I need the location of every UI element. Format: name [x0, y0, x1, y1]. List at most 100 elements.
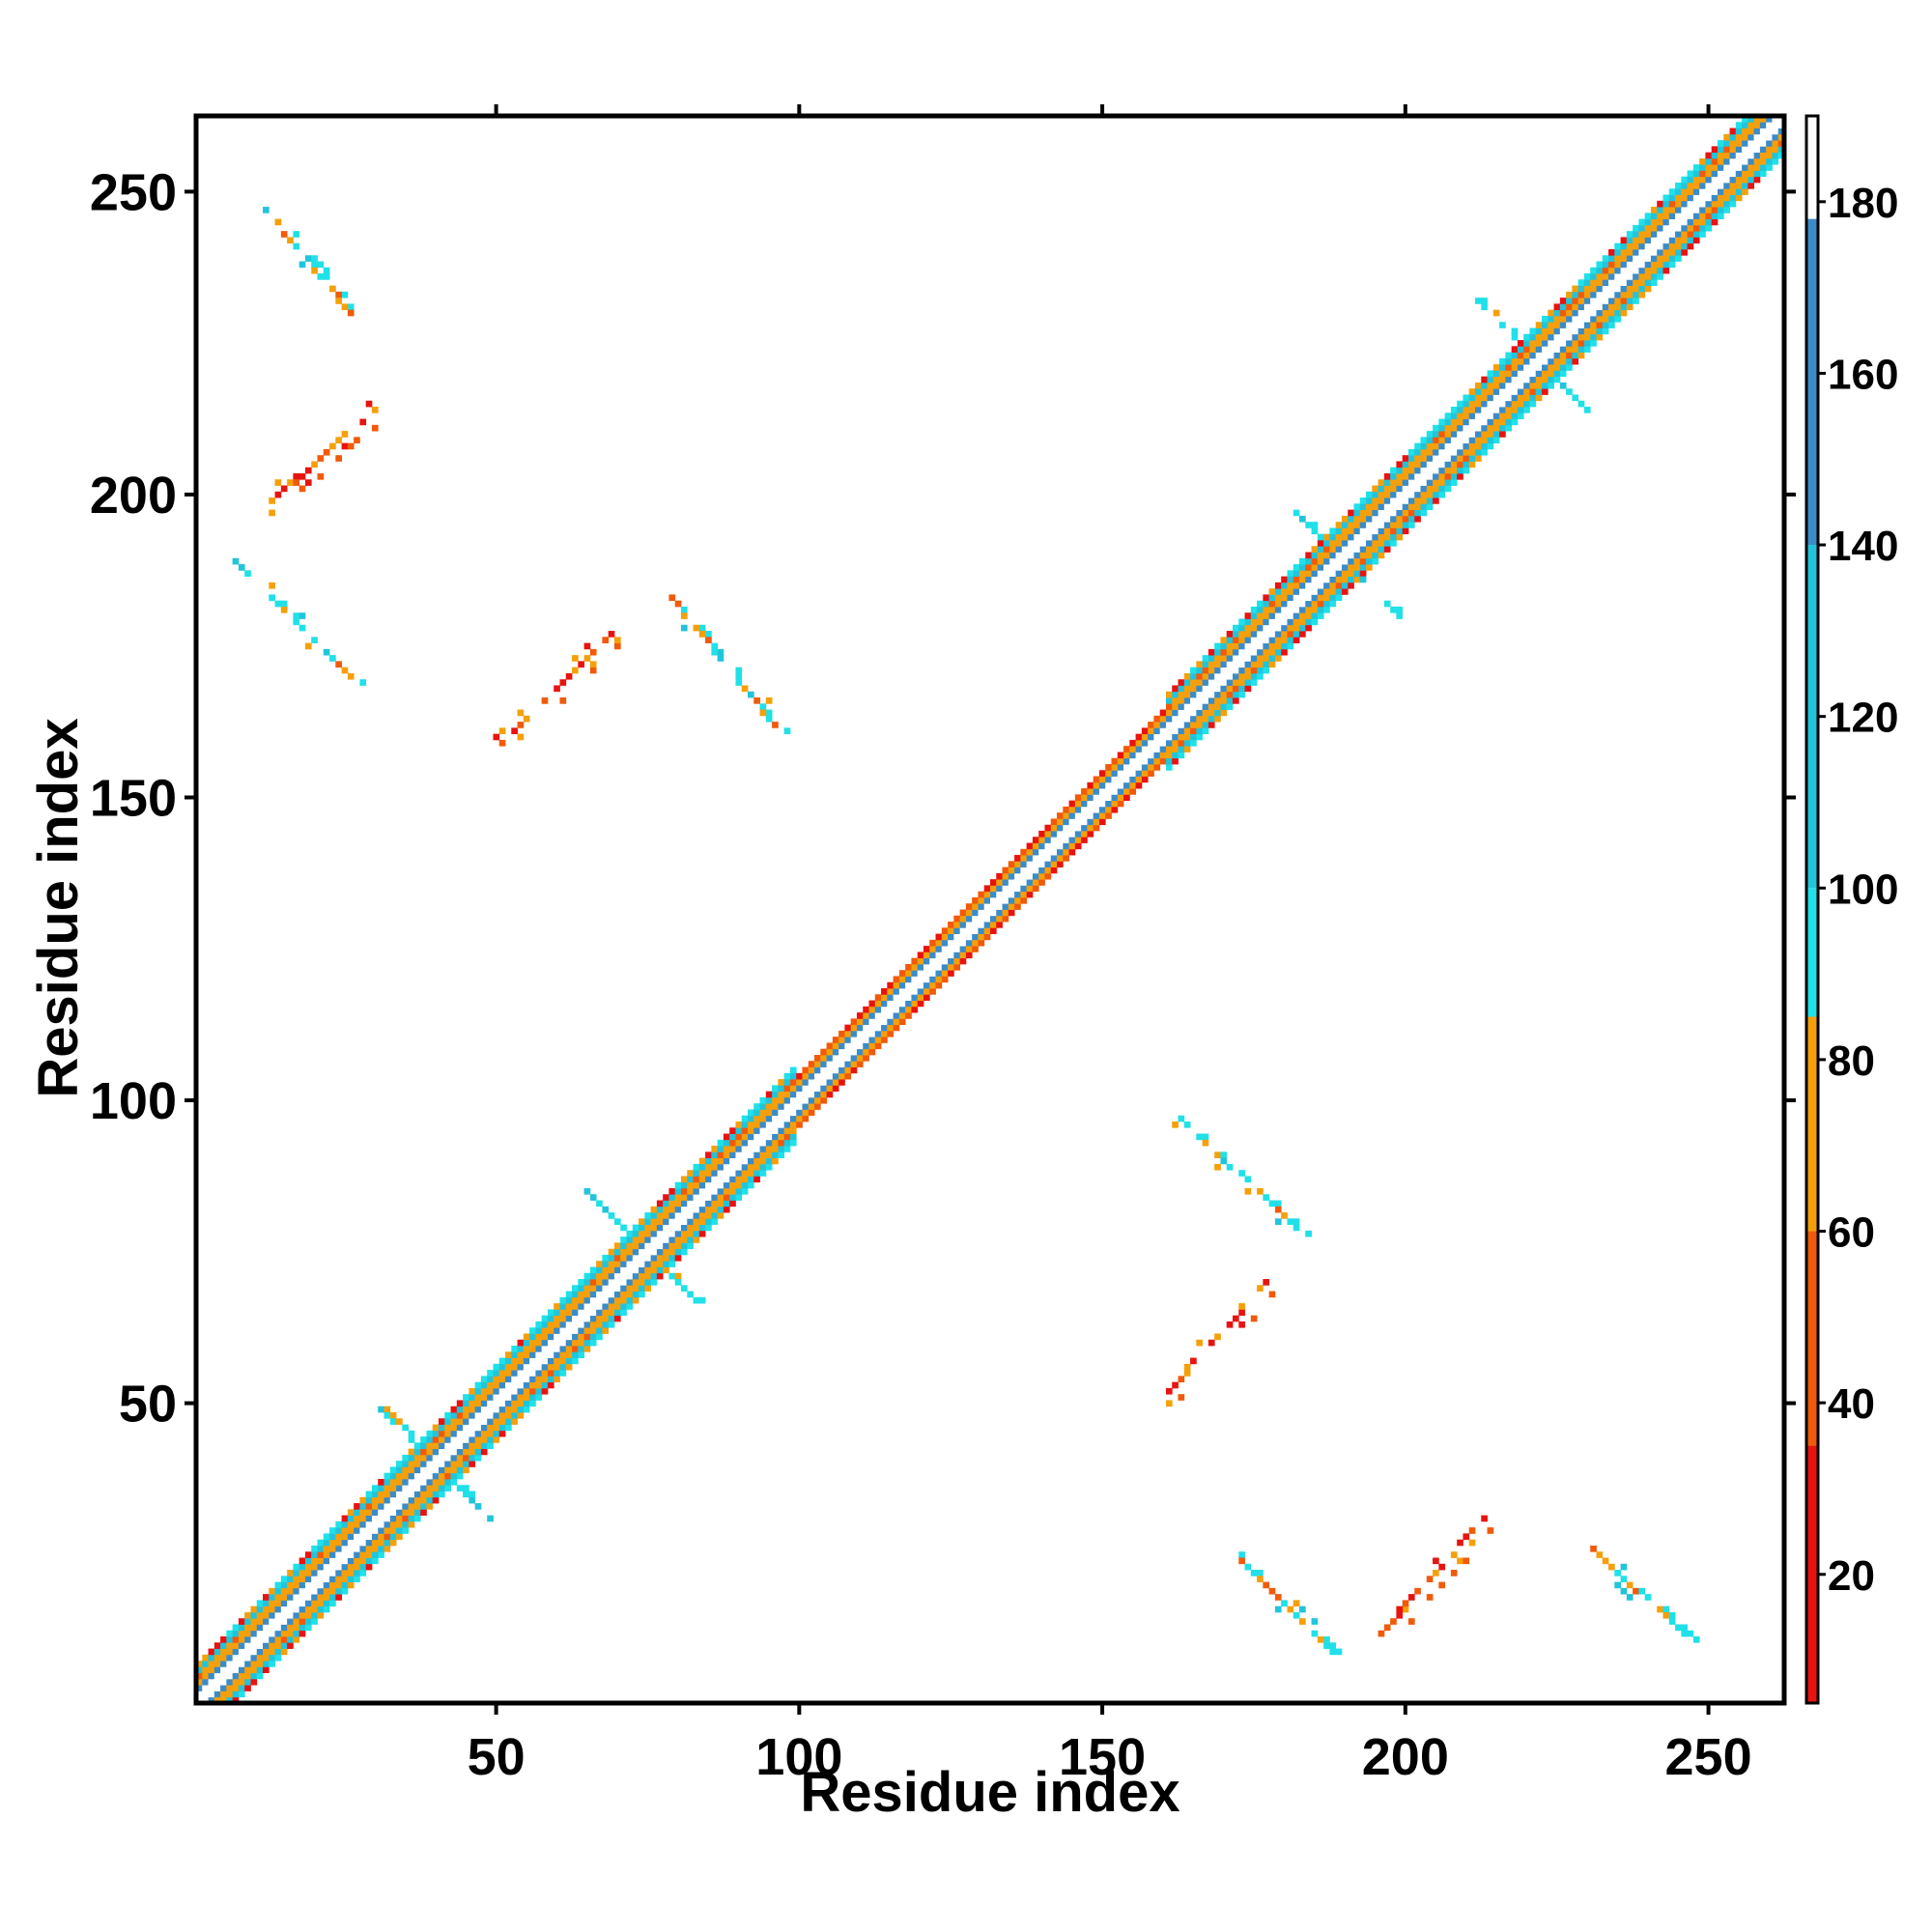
heatmap-cell — [1002, 896, 1009, 904]
heatmap-cell — [1311, 612, 1319, 619]
heatmap-cell — [1420, 442, 1428, 450]
heatmap-cell — [354, 1533, 360, 1541]
heatmap-cell — [1359, 527, 1367, 535]
heatmap-cell — [663, 1206, 669, 1213]
heatmap-cell — [674, 1194, 682, 1201]
heatmap-cell — [1747, 170, 1755, 178]
heatmap-cell — [208, 1685, 215, 1691]
heatmap-cell — [1268, 1587, 1276, 1595]
heatmap-cell — [1257, 606, 1264, 613]
heatmap-cell — [547, 1381, 554, 1389]
heatmap-cell — [359, 1539, 367, 1547]
heatmap-cell — [935, 952, 943, 959]
heatmap-cell — [1474, 455, 1482, 462]
heatmap-cell — [893, 1006, 900, 1013]
heatmap-cell — [820, 1066, 827, 1074]
heatmap-cell — [1433, 479, 1439, 486]
heatmap-cell — [1614, 242, 1621, 250]
heatmap-cell — [1468, 407, 1476, 413]
heatmap-cell — [1753, 170, 1761, 178]
heatmap-cell — [1063, 848, 1069, 856]
heatmap-cell — [1214, 672, 1221, 680]
heatmap-cell — [911, 976, 919, 983]
heatmap-cell — [426, 1478, 434, 1486]
heatmap-cell — [1523, 388, 1530, 395]
x-tick-label: 50 — [468, 1728, 526, 1786]
heatmap-cell — [274, 479, 282, 486]
heatmap-cell — [535, 1321, 543, 1328]
heatmap-cell — [1359, 509, 1367, 517]
heatmap-cell — [559, 1296, 567, 1304]
heatmap-cell — [735, 1133, 743, 1141]
heatmap-cell — [1299, 612, 1306, 619]
heatmap-cell — [1105, 776, 1112, 783]
heatmap-cell — [263, 1642, 270, 1649]
heatmap-cell — [1457, 437, 1463, 444]
heatmap-cell — [1396, 527, 1404, 535]
heatmap-cell — [632, 1291, 639, 1298]
heatmap-cell — [547, 1357, 554, 1365]
heatmap-cell — [796, 1072, 803, 1080]
heatmap-cell — [474, 1418, 482, 1425]
heatmap-cell — [1214, 667, 1221, 674]
heatmap-cell — [280, 600, 288, 608]
heatmap-cell — [354, 1563, 360, 1571]
heatmap-cell — [1468, 431, 1476, 438]
heatmap-cell — [420, 1436, 427, 1443]
heatmap-cell — [1529, 333, 1537, 341]
heatmap-cell — [1232, 1315, 1239, 1322]
heatmap-cell — [1657, 218, 1663, 226]
heatmap-cell — [256, 1636, 264, 1643]
heatmap-cell — [723, 1194, 730, 1201]
heatmap-cell — [1359, 522, 1367, 528]
heatmap-cell — [583, 1296, 591, 1304]
heatmap-cell — [371, 1496, 379, 1504]
heatmap-cell — [505, 1400, 512, 1407]
heatmap-cell — [547, 1339, 554, 1347]
heatmap-cell — [1390, 491, 1397, 498]
heatmap-cell — [1002, 885, 1009, 893]
heatmap-cell — [1050, 824, 1058, 832]
heatmap-cell — [935, 939, 943, 947]
heatmap-cell — [1274, 655, 1282, 662]
heatmap-cell — [783, 1109, 791, 1117]
heatmap-cell — [1129, 757, 1136, 765]
heatmap-cell — [1002, 879, 1009, 886]
heatmap-cell — [505, 1394, 512, 1401]
heatmap-cell — [1287, 576, 1294, 583]
heatmap-cell — [304, 1611, 312, 1619]
heatmap-cell — [378, 1503, 384, 1510]
heatmap-cell — [705, 1194, 712, 1201]
heatmap-cell — [1457, 455, 1463, 462]
heatmap-cell — [772, 1121, 779, 1128]
heatmap-cell — [953, 939, 961, 947]
heatmap-cell — [626, 1230, 634, 1237]
heatmap-cell — [280, 606, 288, 613]
heatmap-cell — [1657, 273, 1663, 280]
heatmap-cell — [469, 1424, 476, 1432]
heatmap-cell — [511, 1411, 518, 1419]
heatmap-cell — [1596, 309, 1604, 317]
heatmap-cell — [402, 1509, 410, 1516]
heatmap-cell — [1159, 722, 1167, 728]
heatmap-cell — [329, 1545, 336, 1552]
heatmap-cell — [1123, 776, 1130, 783]
heatmap-cell — [1087, 781, 1094, 789]
heatmap-cell — [1711, 182, 1719, 189]
heatmap-cell — [1050, 867, 1058, 874]
heatmap-cell — [663, 1266, 669, 1274]
heatmap-cell — [1407, 1618, 1415, 1625]
heatmap-cell — [1402, 515, 1409, 523]
heatmap-cell — [1178, 733, 1185, 741]
heatmap-cell — [1681, 213, 1688, 220]
heatmap-cell — [680, 1236, 688, 1243]
colorbar-tick-label: 120 — [1828, 695, 1898, 742]
heatmap-cell — [396, 1472, 403, 1480]
heatmap-cell — [1402, 455, 1409, 462]
heatmap-cell — [1723, 170, 1730, 178]
heatmap-cell — [1250, 661, 1258, 668]
heatmap-cell — [365, 1527, 373, 1534]
heatmap-cell — [256, 1672, 264, 1680]
heatmap-cell — [1620, 242, 1628, 250]
heatmap-cell — [863, 1024, 869, 1032]
